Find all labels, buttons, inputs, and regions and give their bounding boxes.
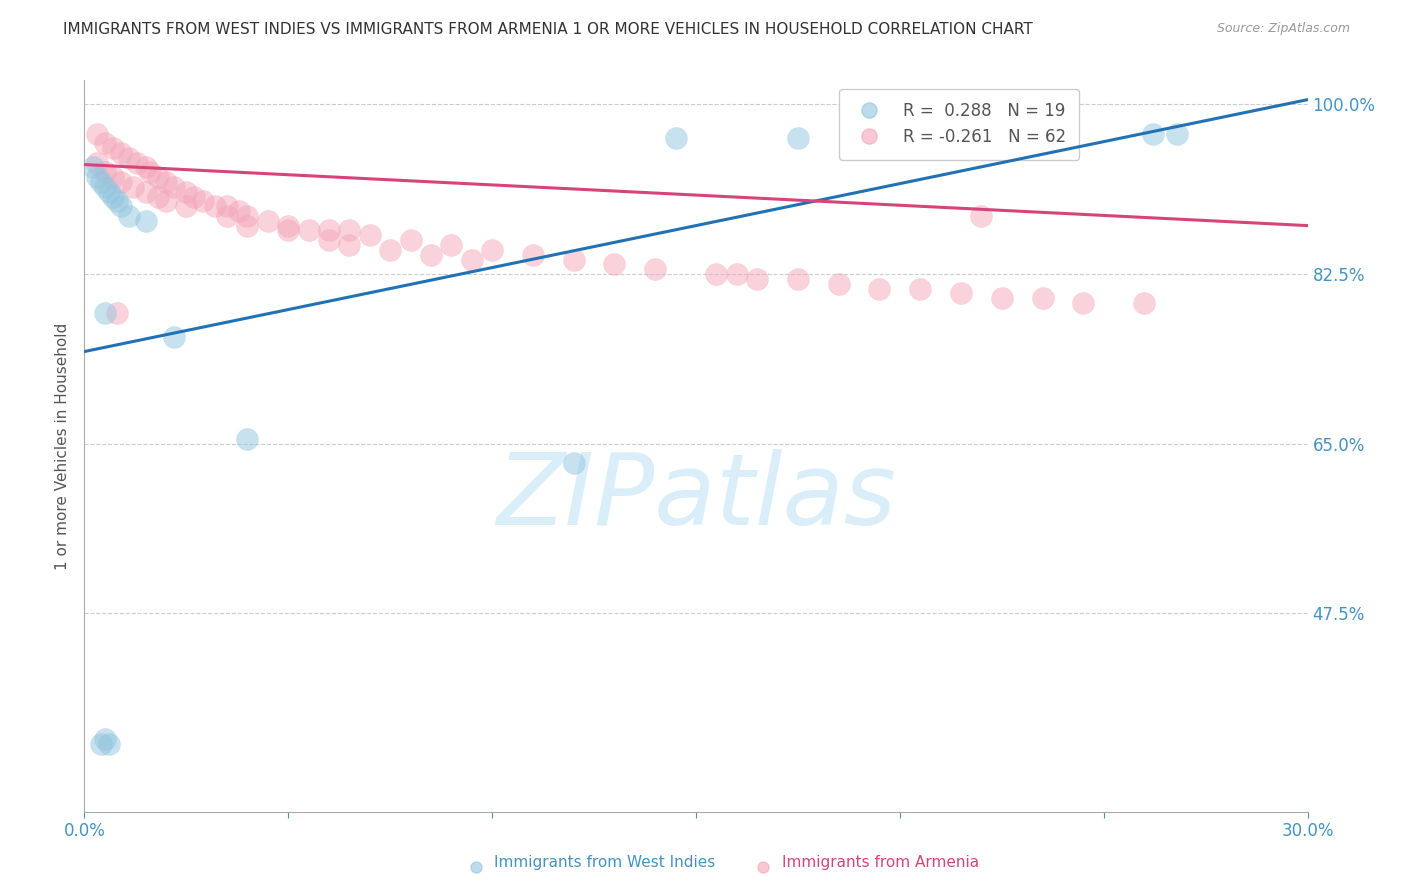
Point — [138, 165, 160, 179]
Point — [704, 267, 728, 281]
Point — [174, 199, 197, 213]
Point — [277, 219, 299, 233]
Point — [970, 209, 993, 223]
Point — [380, 243, 402, 257]
Point — [163, 330, 186, 344]
Point — [339, 238, 360, 252]
Point — [217, 209, 239, 223]
Point — [644, 262, 666, 277]
Point — [93, 732, 115, 747]
Point — [562, 456, 585, 470]
Point — [135, 161, 157, 175]
Point — [236, 432, 259, 446]
Point — [174, 185, 197, 199]
Point — [461, 252, 484, 267]
Point — [86, 170, 108, 185]
Point — [420, 247, 443, 261]
Point — [90, 737, 112, 751]
Point — [318, 223, 340, 237]
Point — [991, 291, 1014, 305]
Point — [1071, 296, 1094, 310]
Point — [90, 175, 112, 189]
Point — [93, 165, 115, 179]
Point — [110, 199, 132, 213]
Point — [135, 213, 157, 227]
Point — [747, 272, 769, 286]
Point — [339, 223, 360, 237]
Point — [908, 282, 931, 296]
Point — [522, 247, 544, 261]
Point — [93, 179, 115, 194]
Point — [950, 286, 973, 301]
Point — [105, 306, 128, 320]
Text: IMMIGRANTS FROM WEST INDIES VS IMMIGRANTS FROM ARMENIA 1 OR MORE VEHICLES IN HOU: IMMIGRANTS FROM WEST INDIES VS IMMIGRANT… — [63, 22, 1033, 37]
Text: Immigrants from West Indies: Immigrants from West Indies — [494, 855, 716, 871]
Text: Source: ZipAtlas.com: Source: ZipAtlas.com — [1216, 22, 1350, 36]
Point — [101, 189, 124, 203]
Text: Immigrants from Armenia: Immigrants from Armenia — [782, 855, 979, 871]
Point — [603, 257, 626, 271]
Point — [318, 233, 340, 247]
Point — [155, 194, 177, 209]
Point — [236, 209, 259, 223]
Point — [204, 199, 226, 213]
Point — [787, 272, 810, 286]
Point — [155, 175, 177, 189]
Point — [725, 267, 748, 281]
Point — [101, 170, 124, 185]
Point — [118, 151, 141, 165]
Point — [1142, 127, 1164, 141]
Point — [97, 185, 120, 199]
Point — [110, 145, 132, 160]
Point — [97, 737, 120, 751]
Point — [236, 219, 259, 233]
Point — [105, 194, 128, 209]
Point — [86, 127, 108, 141]
Point — [257, 213, 280, 227]
Point — [1166, 127, 1188, 141]
Point — [146, 189, 169, 203]
Point — [277, 223, 299, 237]
Point — [93, 136, 115, 151]
Point — [298, 223, 321, 237]
Point — [1032, 291, 1054, 305]
Point — [146, 170, 169, 185]
Point — [118, 209, 141, 223]
Point — [1133, 296, 1156, 310]
Point — [1032, 128, 1054, 143]
Point — [359, 228, 381, 243]
Point — [110, 175, 132, 189]
Point — [399, 233, 422, 247]
Point — [191, 194, 214, 209]
Point — [440, 238, 463, 252]
Point — [86, 155, 108, 169]
Point — [183, 189, 205, 203]
Point — [827, 277, 849, 291]
Point — [664, 131, 686, 145]
Point — [562, 252, 585, 267]
Y-axis label: 1 or more Vehicles in Household: 1 or more Vehicles in Household — [55, 322, 70, 570]
Point — [787, 131, 810, 145]
Legend: R =  0.288   N = 19, R = -0.261   N = 62: R = 0.288 N = 19, R = -0.261 N = 62 — [839, 88, 1078, 160]
Point — [135, 185, 157, 199]
Text: ZIPatlas: ZIPatlas — [496, 449, 896, 546]
Point — [82, 161, 104, 175]
Point — [163, 179, 186, 194]
Point — [93, 306, 115, 320]
Point — [122, 179, 145, 194]
Point — [101, 141, 124, 155]
Point — [228, 204, 250, 219]
Point — [127, 155, 149, 169]
Point — [217, 199, 239, 213]
Point — [481, 243, 503, 257]
Point — [869, 282, 891, 296]
